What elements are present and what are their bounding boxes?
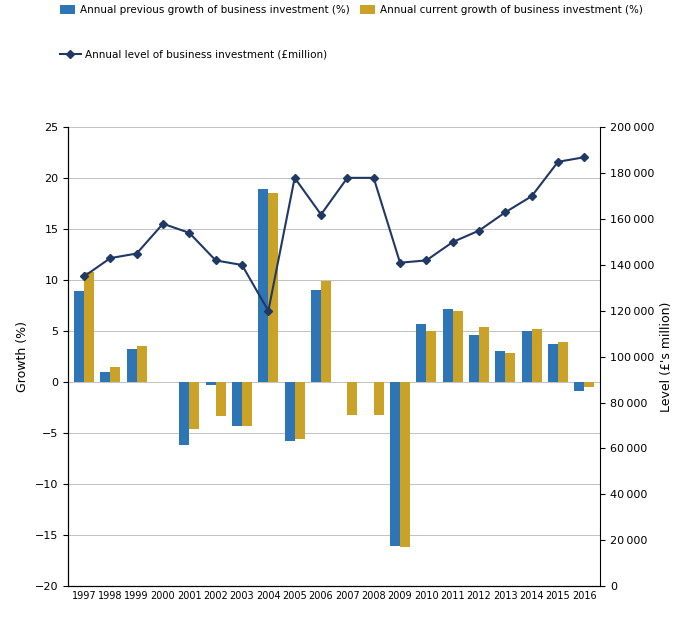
Bar xyxy=(416,324,426,382)
Legend: Annual previous growth of business investment (%), Annual current growth of busi: Annual previous growth of business inves… xyxy=(60,5,642,15)
Bar xyxy=(284,382,295,441)
Bar xyxy=(127,348,136,382)
Bar xyxy=(258,189,268,382)
Bar xyxy=(179,382,190,445)
Legend: Annual level of business investment (£million): Annual level of business investment (£mi… xyxy=(60,50,327,60)
Bar xyxy=(110,367,120,382)
Bar xyxy=(443,309,453,382)
Bar xyxy=(400,382,410,547)
Bar xyxy=(100,372,110,382)
Bar xyxy=(390,382,400,547)
Bar xyxy=(469,335,479,382)
Bar xyxy=(479,327,489,382)
Bar xyxy=(206,382,216,385)
Bar xyxy=(558,343,568,382)
Bar xyxy=(311,290,321,382)
Bar xyxy=(584,382,595,387)
Bar xyxy=(522,331,532,382)
Bar xyxy=(84,272,94,382)
Y-axis label: Growth (%): Growth (%) xyxy=(16,321,29,392)
Bar xyxy=(574,382,584,391)
Bar xyxy=(136,345,147,382)
Bar xyxy=(232,382,242,426)
Bar xyxy=(321,282,331,382)
Y-axis label: Level (£'s million): Level (£'s million) xyxy=(659,301,673,412)
Bar xyxy=(74,292,84,382)
Bar xyxy=(242,382,252,426)
Bar xyxy=(532,329,542,382)
Bar xyxy=(453,311,462,382)
Bar xyxy=(495,350,505,382)
Bar xyxy=(295,382,305,440)
Bar xyxy=(426,331,436,382)
Bar xyxy=(548,345,558,382)
Bar xyxy=(268,192,278,382)
Bar xyxy=(347,382,357,415)
Bar xyxy=(374,382,384,415)
Bar xyxy=(216,382,226,416)
Bar xyxy=(505,353,516,382)
Bar xyxy=(190,382,199,429)
